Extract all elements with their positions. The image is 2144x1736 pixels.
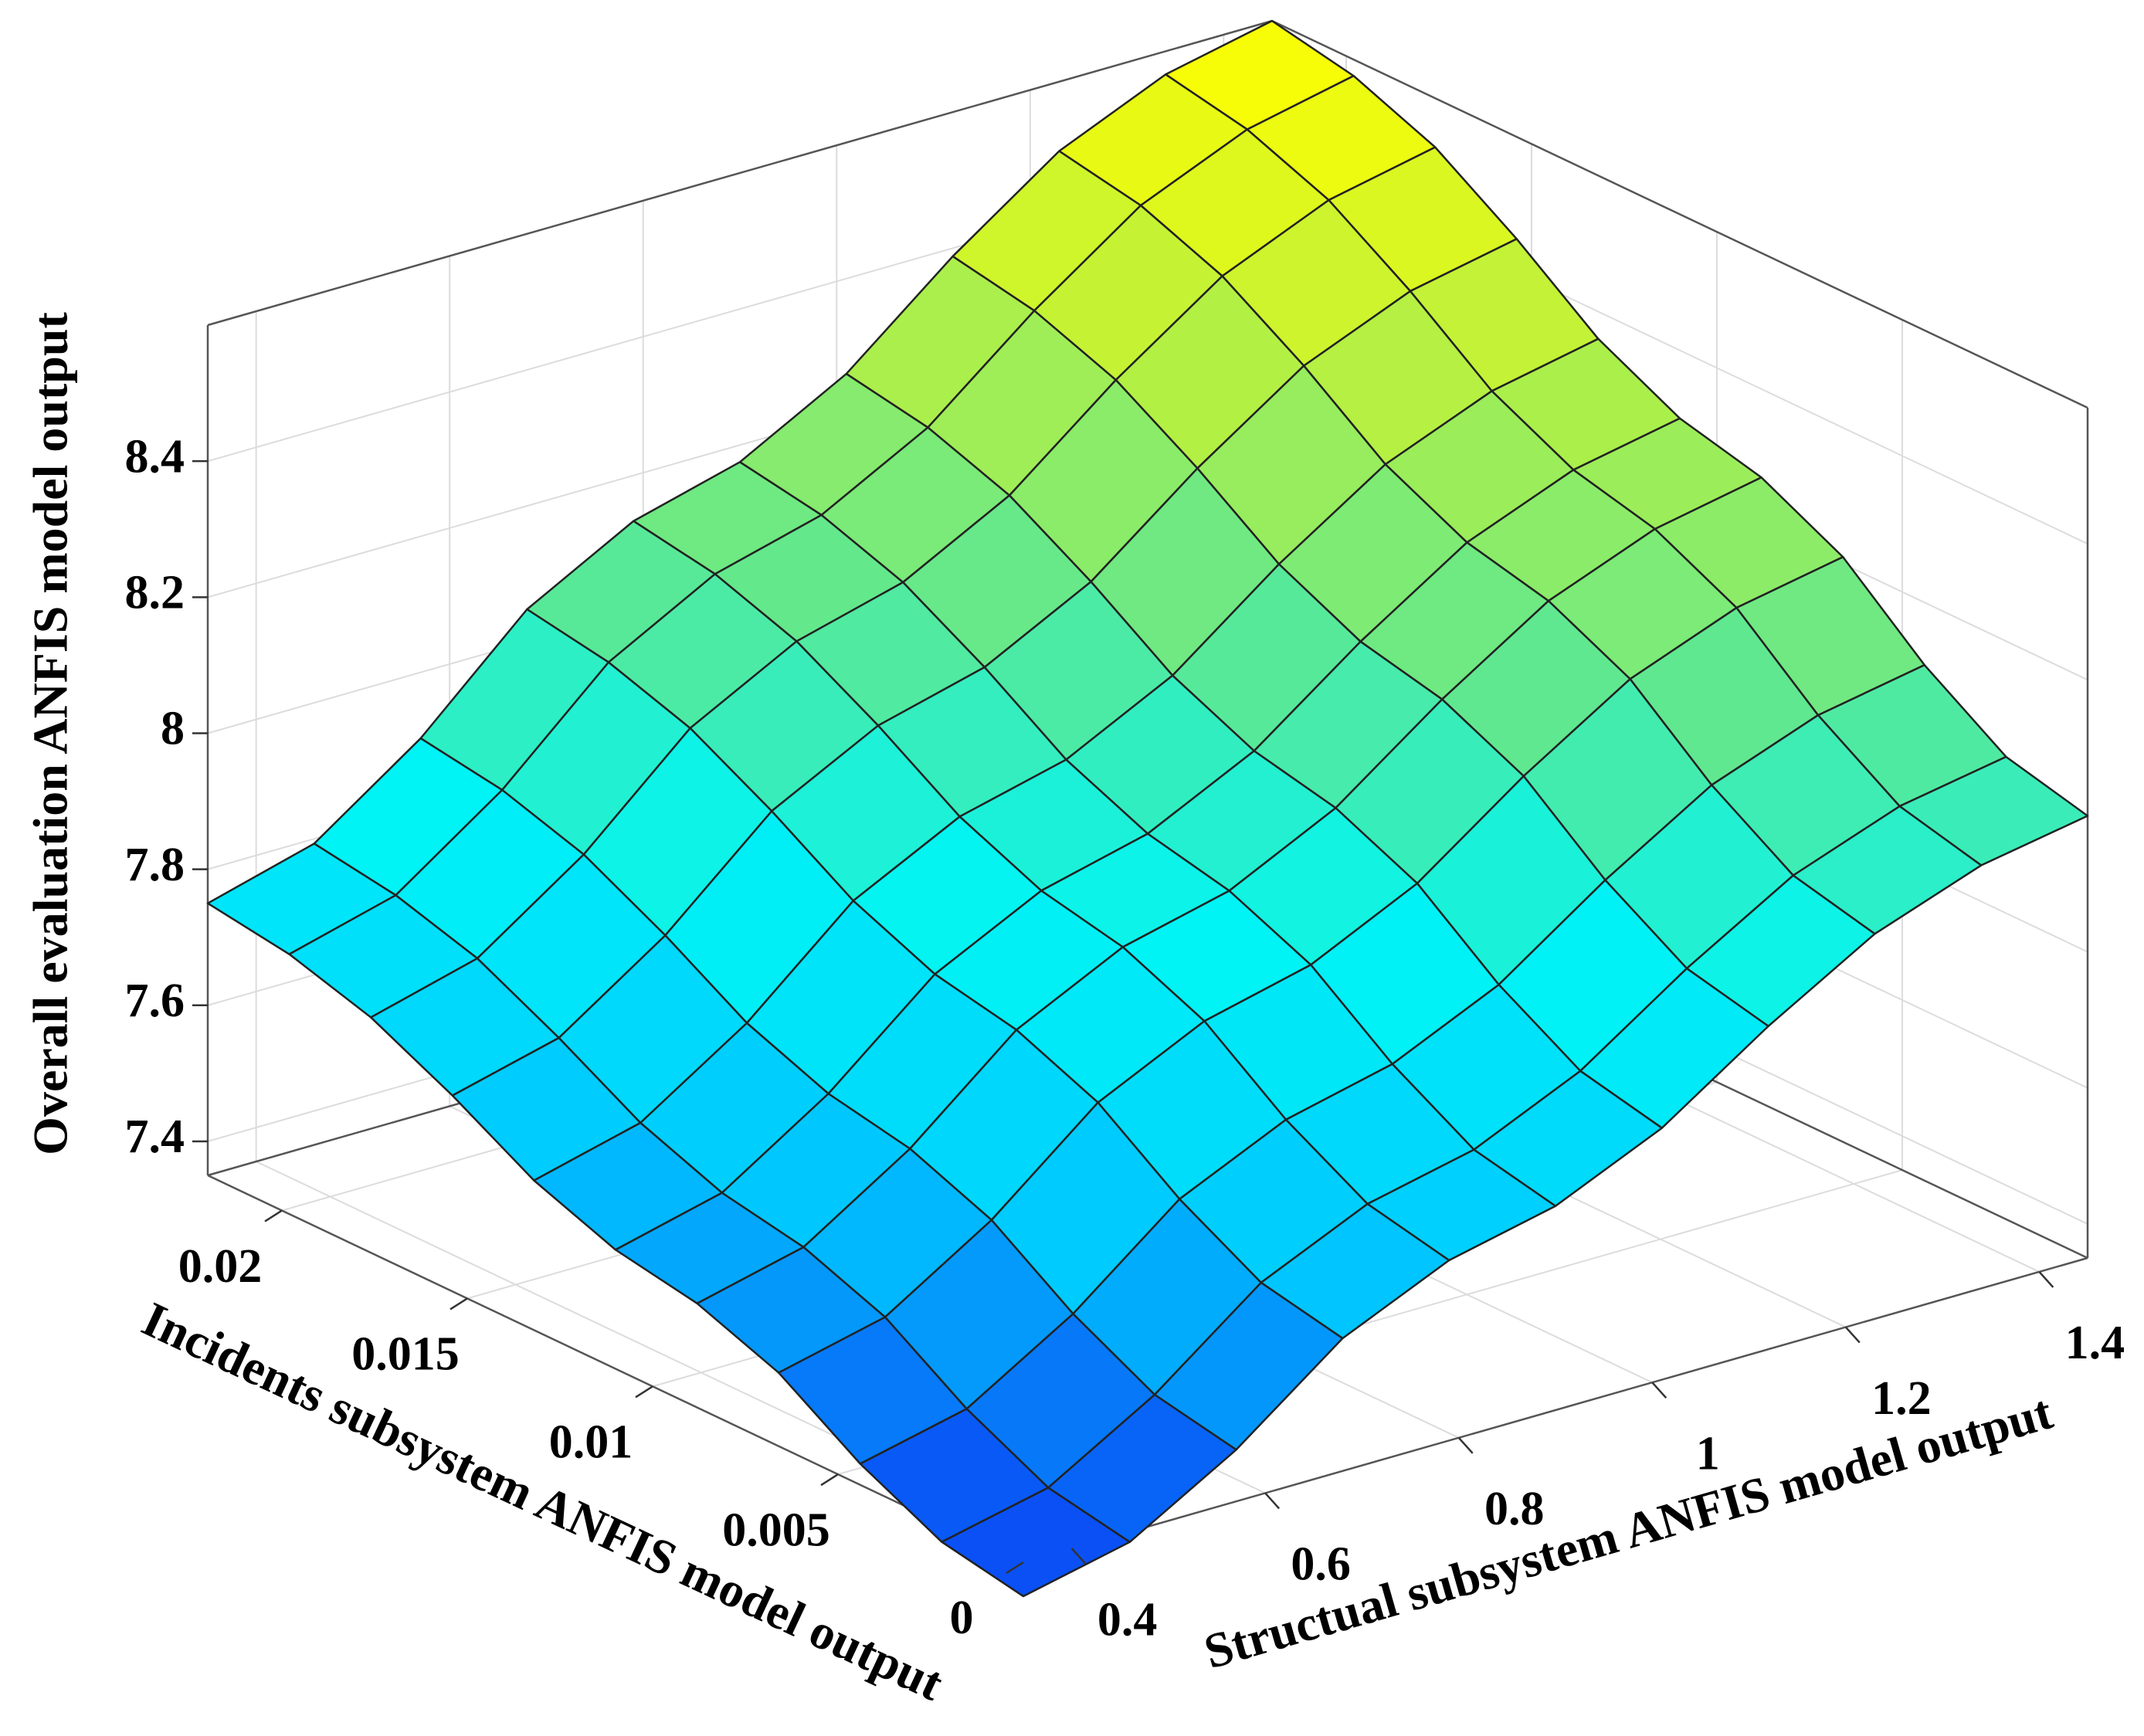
x-tick bbox=[1651, 1382, 1667, 1399]
axis-box-edge bbox=[1271, 19, 2088, 409]
z-tick-label: 7.8 bbox=[125, 839, 185, 891]
y-tick-label: 0 bbox=[950, 1592, 974, 1644]
surface-cell bbox=[941, 1487, 1131, 1598]
z-tick-label: 8 bbox=[161, 703, 185, 755]
y-tick bbox=[1006, 1561, 1024, 1575]
x-axis-title: Structual subsystem ANFIS model output bbox=[1198, 1384, 2058, 1679]
axis-box-edge bbox=[1023, 1256, 2088, 1564]
z-axis-title: Overall evaluation ANFIS model output bbox=[23, 312, 78, 1155]
x-tick-label: 1 bbox=[1696, 1427, 1720, 1480]
axis-box-edge bbox=[207, 1174, 1024, 1564]
x-tick-label: 0.8 bbox=[1484, 1483, 1545, 1535]
x-tick-label: 1.4 bbox=[2065, 1317, 2125, 1369]
x-tick bbox=[1844, 1326, 1861, 1344]
z-tick-label: 7.4 bbox=[125, 1110, 185, 1163]
z-tick-label: 7.6 bbox=[125, 975, 185, 1027]
x-tick bbox=[1264, 1492, 1281, 1510]
x-tick-label: 1.2 bbox=[1871, 1372, 1932, 1425]
surface bbox=[206, 19, 2089, 1598]
axis-box-edge bbox=[207, 19, 1273, 327]
y-tick bbox=[449, 1297, 468, 1310]
y-tick bbox=[264, 1209, 283, 1222]
z-tick-label: 8.4 bbox=[125, 430, 185, 483]
x-tick-label: 0.4 bbox=[1097, 1593, 1158, 1646]
y-tick-label: 0.015 bbox=[351, 1328, 460, 1381]
y-tick-label: 0.005 bbox=[722, 1504, 830, 1556]
y-tick-label: 0.01 bbox=[549, 1416, 633, 1469]
y-tick bbox=[820, 1473, 839, 1487]
x-tick bbox=[1070, 1548, 1087, 1565]
y-tick bbox=[635, 1385, 653, 1399]
x-tick bbox=[2038, 1271, 2054, 1288]
x-tick bbox=[1457, 1436, 1474, 1454]
x-tick-label: 0.6 bbox=[1291, 1538, 1351, 1591]
z-tick-label: 8.2 bbox=[125, 567, 185, 619]
y-tick-label: 0.02 bbox=[178, 1240, 263, 1293]
